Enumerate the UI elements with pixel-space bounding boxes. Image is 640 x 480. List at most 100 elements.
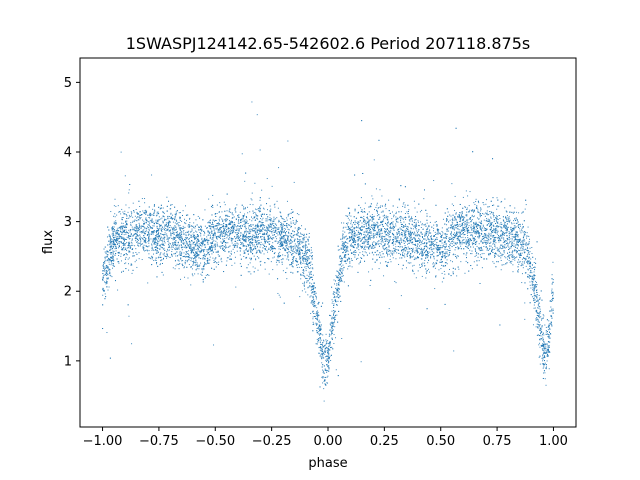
- data-point: [305, 236, 307, 238]
- data-point: [216, 213, 218, 215]
- data-point: [263, 208, 265, 210]
- data-point: [208, 222, 210, 224]
- data-point: [525, 235, 527, 237]
- data-point: [232, 222, 234, 224]
- data-point: [131, 272, 133, 274]
- data-point: [336, 284, 338, 286]
- data-point: [302, 238, 304, 240]
- data-point: [417, 220, 419, 222]
- data-point: [543, 372, 545, 374]
- data-point: [388, 231, 390, 233]
- data-point: [172, 232, 174, 234]
- data-point: [460, 233, 462, 235]
- data-point: [369, 226, 371, 228]
- data-point: [436, 242, 438, 244]
- data-point: [424, 259, 426, 261]
- data-point: [422, 248, 424, 250]
- data-point: [104, 262, 106, 264]
- data-point: [175, 255, 177, 257]
- data-point: [254, 247, 256, 249]
- data-point: [399, 246, 401, 248]
- data-point: [506, 226, 508, 228]
- data-point: [329, 323, 331, 325]
- data-point: [513, 220, 515, 222]
- data-point: [474, 203, 476, 205]
- data-point: [335, 287, 337, 289]
- data-point: [527, 268, 529, 270]
- data-point: [514, 207, 516, 209]
- data-point: [481, 223, 483, 225]
- data-point: [445, 252, 447, 254]
- data-point: [142, 210, 144, 212]
- data-point: [218, 211, 220, 213]
- data-point: [417, 221, 419, 223]
- data-point: [163, 212, 165, 214]
- data-point: [471, 209, 473, 211]
- data-point: [333, 306, 335, 308]
- data-point: [475, 226, 477, 228]
- data-point: [106, 270, 108, 272]
- data-point: [182, 246, 184, 248]
- data-point: [114, 198, 116, 200]
- data-point: [501, 200, 503, 202]
- data-point: [483, 241, 485, 243]
- data-point: [397, 221, 399, 223]
- data-point: [408, 209, 410, 211]
- data-point: [332, 300, 334, 302]
- data-point: [533, 295, 535, 297]
- data-point: [197, 249, 199, 251]
- data-point: [385, 239, 387, 241]
- data-point: [132, 221, 134, 223]
- data-point: [214, 220, 216, 222]
- data-point: [449, 237, 451, 239]
- data-point: [112, 233, 114, 235]
- data-point: [494, 229, 496, 231]
- data-point: [516, 256, 518, 258]
- data-point: [128, 315, 130, 317]
- data-point: [251, 220, 253, 222]
- data-point: [537, 307, 539, 309]
- data-point: [266, 231, 268, 233]
- data-point: [534, 267, 536, 269]
- data-point: [353, 239, 355, 241]
- data-point: [313, 300, 315, 302]
- data-point: [552, 291, 554, 293]
- data-point: [273, 237, 275, 239]
- data-point: [456, 234, 458, 236]
- data-point: [476, 252, 478, 254]
- data-point: [516, 247, 518, 249]
- data-point: [533, 274, 535, 276]
- data-point: [420, 248, 422, 250]
- data-point: [540, 332, 542, 334]
- data-point: [106, 236, 108, 238]
- data-point: [446, 230, 448, 232]
- data-point: [120, 151, 122, 153]
- data-point: [269, 230, 271, 232]
- data-point: [277, 257, 279, 259]
- data-point: [170, 234, 172, 236]
- data-point: [508, 231, 510, 233]
- data-point: [474, 238, 476, 240]
- data-point: [112, 255, 114, 257]
- data-point: [429, 247, 431, 249]
- data-point: [503, 239, 505, 241]
- data-point: [240, 248, 242, 250]
- data-point: [200, 247, 202, 249]
- data-point: [273, 222, 275, 224]
- data-point: [521, 241, 523, 243]
- data-point: [197, 273, 199, 275]
- data-point: [426, 228, 428, 230]
- data-point: [303, 269, 305, 271]
- data-point: [227, 257, 229, 259]
- data-point: [161, 259, 163, 261]
- data-point: [443, 265, 445, 267]
- data-point: [323, 380, 325, 382]
- data-point: [507, 218, 509, 220]
- data-point: [177, 224, 179, 226]
- data-point: [168, 237, 170, 239]
- data-point: [146, 249, 148, 251]
- data-point: [548, 345, 550, 347]
- data-point: [128, 244, 130, 246]
- data-point: [388, 199, 390, 201]
- data-point: [420, 251, 422, 253]
